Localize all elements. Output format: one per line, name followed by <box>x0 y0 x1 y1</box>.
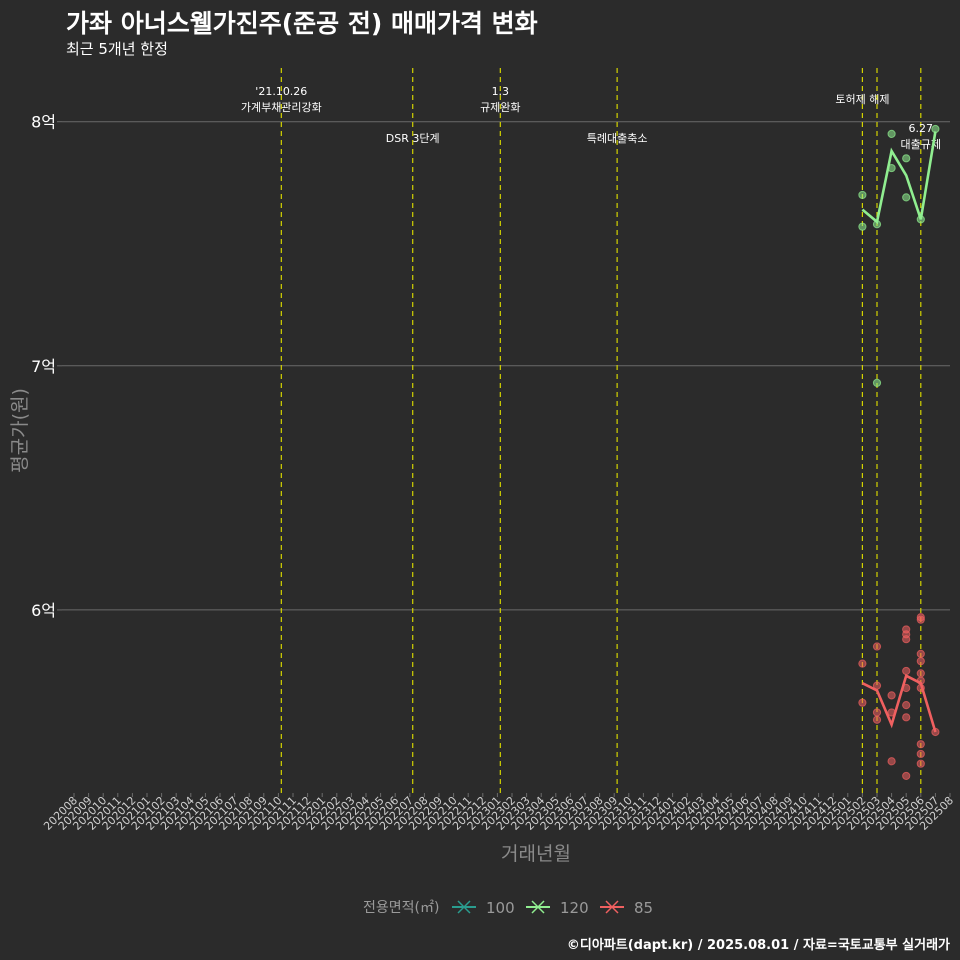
chart-subtitle: 최근 5개년 한정 <box>66 40 168 58</box>
data-point-85 <box>902 666 911 676</box>
y-tick-label: 6억 <box>31 601 56 620</box>
data-point-85 <box>887 691 896 700</box>
y-tick-label: 7억 <box>31 357 56 376</box>
data-point-85 <box>872 708 882 717</box>
chart-title: 가좌 아너스웰가진주(준공 전) 매매가격 변화 <box>66 9 538 38</box>
data-point-85 <box>902 701 911 710</box>
x-axis-label: 거래년월 <box>501 843 571 865</box>
data-point-85 <box>858 659 867 668</box>
data-point-120 <box>887 129 896 139</box>
data-point-85 <box>872 715 882 724</box>
event-label: 특례대출축소 <box>587 132 648 145</box>
series-line-85 <box>861 673 937 733</box>
data-point-120 <box>872 378 882 387</box>
legend-swatch-mark-100 <box>457 900 471 914</box>
data-point-85 <box>916 615 925 624</box>
event-label: DSR 3단계 <box>386 132 440 145</box>
event-label: 1.3 <box>492 85 510 98</box>
data-point-120 <box>858 222 867 231</box>
data-point-85 <box>887 757 896 766</box>
y-tick-label: 8억 <box>31 113 56 132</box>
source-caption: ©디아파트(dapt.kr) / 2025.08.01 / 자료=국토교통부 실… <box>566 938 950 953</box>
event-label: 6.27 <box>909 122 934 135</box>
legend-swatch-mark-120 <box>531 900 545 914</box>
data-point-85 <box>916 649 925 658</box>
data-point-85 <box>858 698 867 707</box>
legend-title: 전용면적(㎡) <box>363 900 439 916</box>
legend-label-120: 120 <box>560 899 589 917</box>
data-point-85 <box>872 642 882 651</box>
legend-swatch-mark-85 <box>605 900 619 914</box>
series-line-120 <box>861 131 937 225</box>
legend-label-85: 85 <box>634 899 653 917</box>
data-point-85 <box>902 771 911 781</box>
event-label: '21.10.26 <box>255 85 307 98</box>
event-label: 대출규제 <box>901 138 941 151</box>
event-label: 가계부채관리강화 <box>241 101 322 114</box>
data-point-85 <box>902 635 911 644</box>
event-label: 규제완화 <box>480 101 520 114</box>
y-axis-label: 평균가(원) <box>9 388 31 473</box>
data-point-120 <box>858 190 867 200</box>
data-point-85 <box>902 713 911 722</box>
data-point-85 <box>916 740 925 749</box>
legend-label-100: 100 <box>486 899 515 917</box>
event-label: 토허제 해제 <box>835 92 889 106</box>
data-point-85 <box>916 749 925 759</box>
data-point-85 <box>916 759 925 768</box>
data-point-85 <box>916 657 925 666</box>
data-point-120 <box>902 154 911 163</box>
data-point-120 <box>902 193 911 202</box>
data-point-85 <box>916 669 925 678</box>
